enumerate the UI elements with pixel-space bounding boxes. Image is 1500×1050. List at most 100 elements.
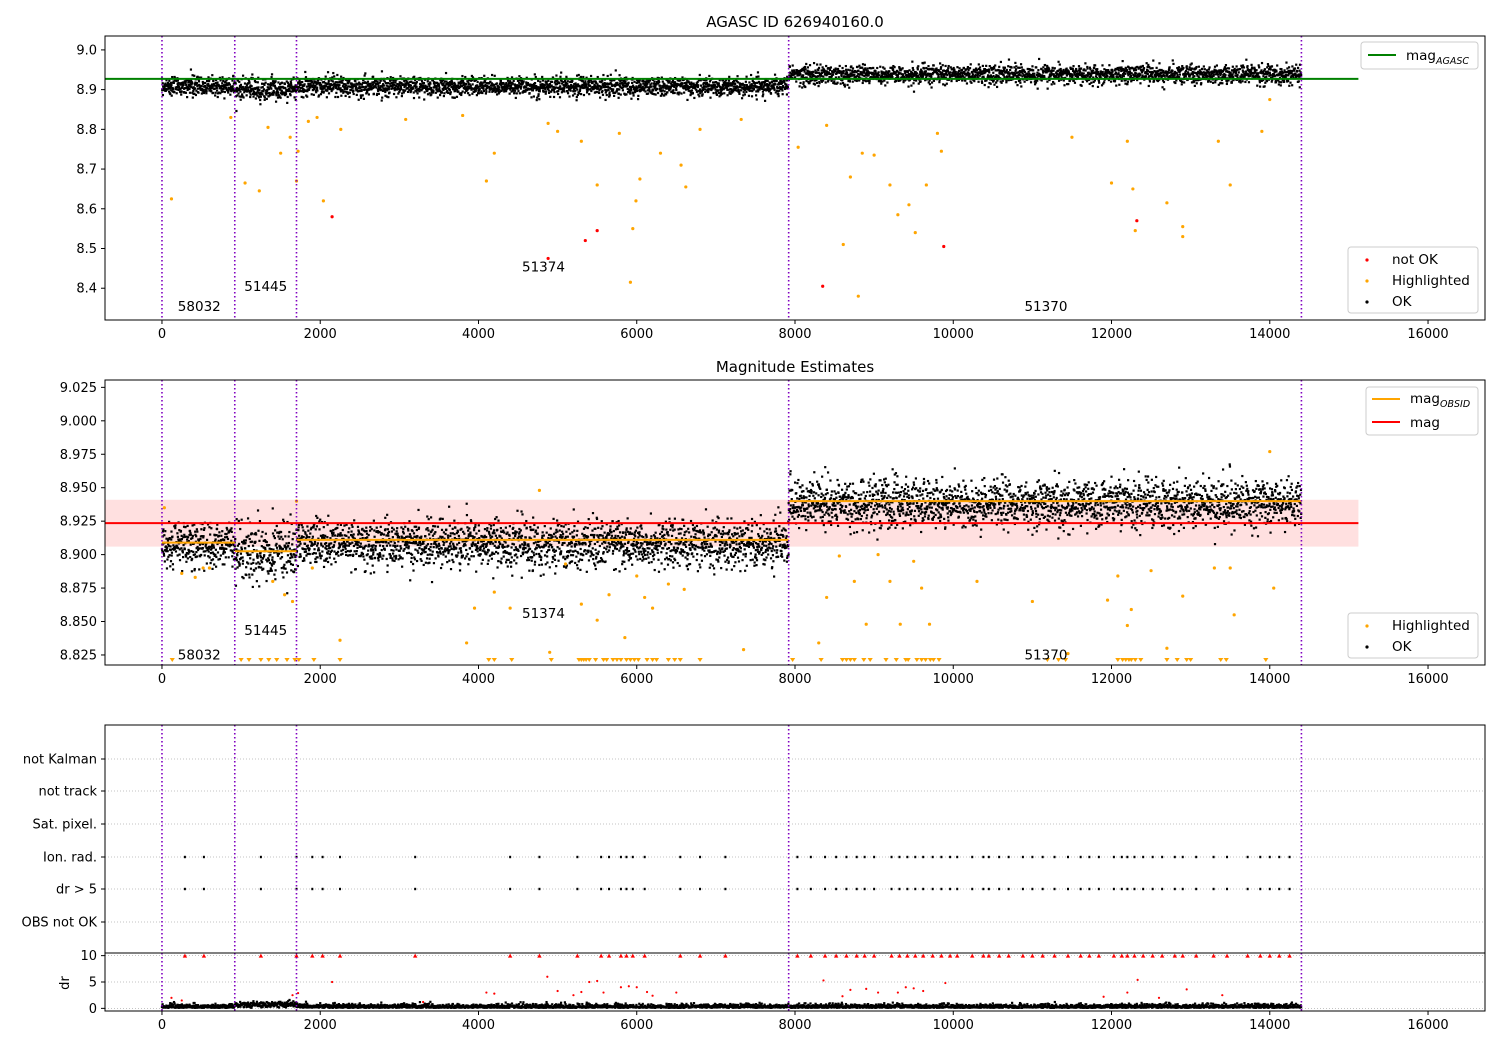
ok-point	[826, 72, 829, 75]
ok-point	[563, 79, 567, 83]
ok-point	[1023, 69, 1026, 72]
ok-point	[1264, 76, 1267, 79]
ok-point	[397, 84, 401, 87]
ok-point	[1150, 73, 1153, 76]
ok-point	[854, 75, 857, 79]
ok-point	[1075, 74, 1078, 77]
ok-point	[717, 89, 720, 92]
ok-point	[480, 90, 483, 93]
ok-point	[546, 86, 549, 89]
ok-point	[923, 61, 926, 64]
ok-point	[1075, 70, 1078, 73]
ok-point	[941, 71, 944, 75]
highlighted-point	[1133, 229, 1137, 233]
ok-point	[1059, 69, 1063, 73]
ok-point	[457, 90, 460, 93]
ok-point	[635, 87, 639, 90]
ok-point	[1104, 68, 1108, 72]
ok-point	[848, 86, 851, 89]
ok-point	[1029, 69, 1032, 72]
ok-point	[999, 60, 1002, 64]
not-ok-point	[546, 256, 550, 261]
ok-point	[262, 88, 266, 91]
ok-point	[1254, 69, 1257, 73]
ok-point	[1276, 64, 1279, 67]
ok-point	[576, 93, 579, 97]
ok-point	[582, 93, 586, 97]
ok-point	[890, 72, 893, 75]
ok-point	[327, 87, 330, 90]
ok-point	[1230, 74, 1233, 77]
ok-point	[198, 83, 201, 87]
ok-point	[605, 89, 609, 92]
ok-point	[1061, 70, 1064, 73]
ok-point	[197, 91, 200, 94]
ok-point	[1086, 65, 1089, 69]
ok-point	[802, 82, 805, 86]
ok-point	[1082, 72, 1085, 75]
ok-point	[684, 88, 688, 91]
ok-point	[378, 81, 381, 84]
ok-point	[1008, 75, 1011, 78]
ok-point	[829, 72, 832, 76]
ok-point	[1028, 76, 1031, 79]
ok-point	[418, 85, 422, 89]
ok-point	[255, 93, 258, 96]
ok-point	[710, 87, 713, 90]
ok-point	[1195, 82, 1198, 85]
ok-point	[1190, 67, 1193, 70]
ok-point	[381, 96, 384, 99]
ok-point	[512, 87, 516, 90]
ok-point	[1258, 76, 1261, 79]
ok-point	[468, 78, 471, 82]
ok-point	[189, 68, 193, 71]
ok-point	[621, 89, 624, 92]
ok-point	[613, 94, 616, 97]
ok-point	[453, 81, 456, 85]
ok-point	[786, 75, 789, 78]
ok-point	[968, 67, 972, 70]
ok-point	[874, 72, 877, 75]
ok-point	[995, 81, 998, 84]
ok-point	[730, 91, 734, 94]
ok-point	[329, 84, 332, 87]
ok-point	[844, 64, 847, 68]
ok-point	[192, 86, 195, 89]
ok-point	[383, 80, 386, 83]
ok-point	[166, 81, 170, 85]
ok-point	[1281, 75, 1285, 78]
ok-point	[1235, 69, 1238, 73]
ok-point	[1025, 72, 1029, 75]
ok-point	[210, 90, 213, 93]
ok-point	[1026, 67, 1029, 71]
ok-point	[755, 90, 758, 93]
ok-point	[564, 81, 568, 84]
ok-point	[588, 93, 591, 96]
ok-point	[1093, 66, 1096, 69]
ok-point	[819, 72, 822, 75]
ok-point	[703, 88, 707, 91]
ok-point	[188, 87, 191, 91]
ok-point	[508, 81, 512, 85]
ok-point	[767, 83, 770, 86]
ok-point	[890, 74, 894, 77]
ok-point	[1116, 66, 1119, 70]
ok-point	[286, 81, 290, 84]
ok-point	[276, 96, 280, 99]
ok-point	[769, 92, 773, 95]
ok-point	[925, 73, 929, 77]
ok-point	[836, 67, 840, 71]
ok-point	[979, 68, 982, 72]
ok-point	[594, 91, 597, 94]
ok-point	[350, 83, 354, 86]
ok-point	[923, 72, 927, 75]
ok-point	[799, 73, 802, 76]
ok-point	[409, 87, 412, 90]
ok-point	[806, 66, 809, 69]
ok-point	[1182, 72, 1185, 76]
ok-point	[340, 94, 343, 97]
ok-point	[1053, 67, 1056, 70]
ok-point	[222, 79, 225, 83]
ok-point	[619, 80, 622, 83]
ok-point	[238, 95, 241, 98]
